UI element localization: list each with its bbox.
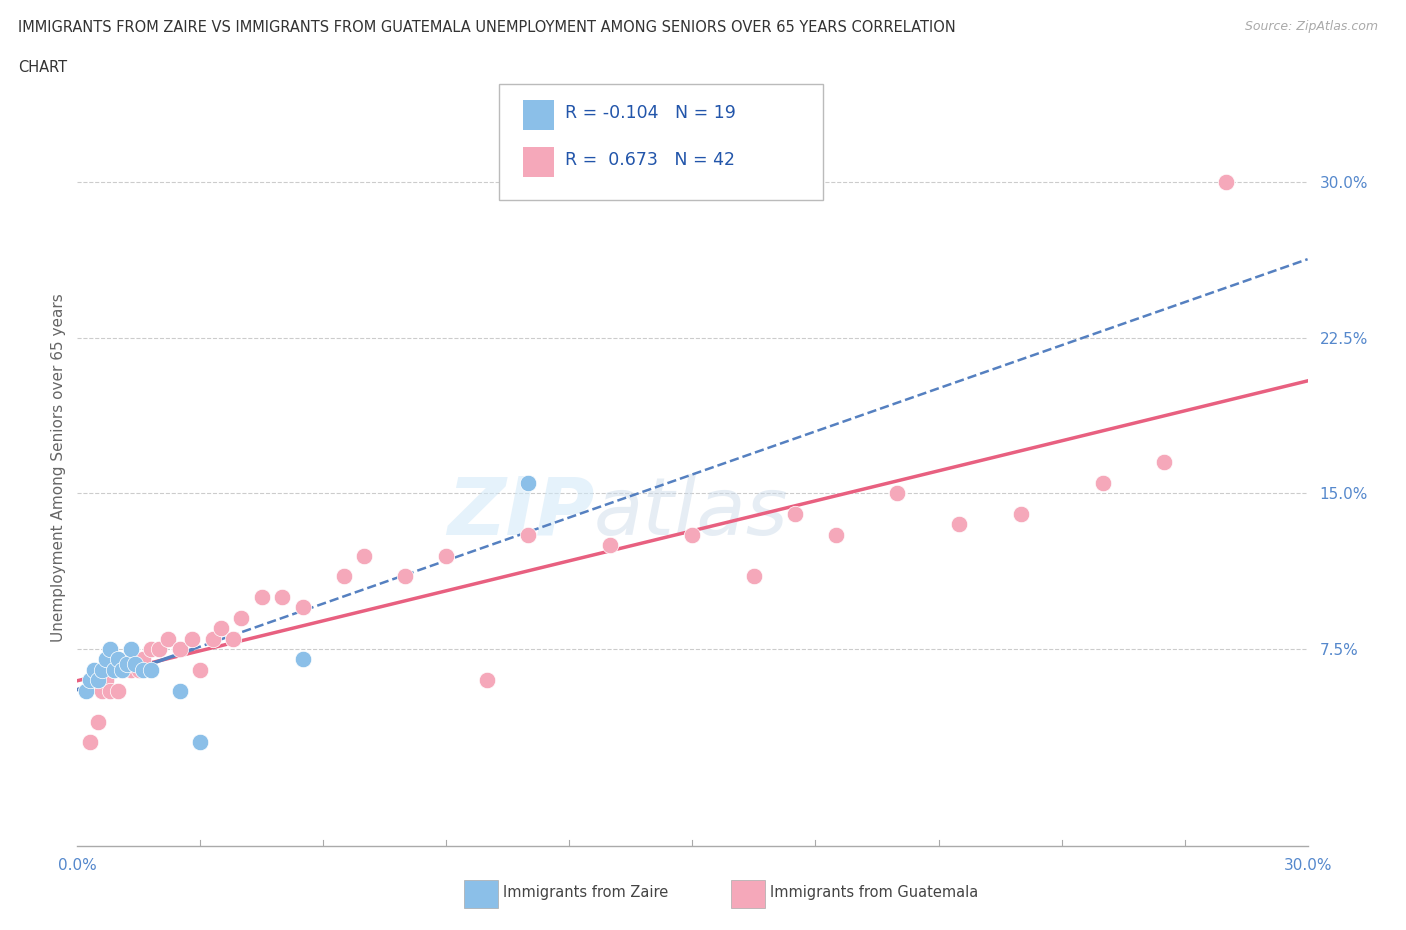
Point: [79, 735, 101, 750]
Point: [87, 714, 110, 729]
Point: [271, 590, 294, 604]
Point: [107, 684, 129, 698]
Point: [94, 672, 117, 687]
Point: [120, 642, 142, 657]
Point: [517, 527, 540, 542]
Point: [124, 652, 146, 667]
Point: [1010, 507, 1032, 522]
Point: [169, 684, 191, 698]
Point: [1215, 174, 1237, 189]
Point: [107, 652, 129, 667]
Point: [333, 569, 356, 584]
Point: [436, 548, 458, 563]
Text: R =  0.673   N = 42: R = 0.673 N = 42: [565, 151, 735, 169]
Point: [111, 662, 134, 677]
Point: [353, 548, 375, 563]
Text: Immigrants from Zaire: Immigrants from Zaire: [503, 885, 669, 900]
Point: [141, 642, 163, 657]
Point: [599, 538, 621, 552]
Point: [90, 684, 114, 698]
Point: [132, 652, 155, 667]
Point: [477, 672, 499, 687]
Point: [948, 517, 970, 532]
Point: [188, 662, 212, 677]
Point: [250, 590, 273, 604]
Point: [1091, 475, 1114, 490]
Text: ZIP: ZIP: [447, 473, 595, 551]
Point: [79, 672, 101, 687]
Text: IMMIGRANTS FROM ZAIRE VS IMMIGRANTS FROM GUATEMALA UNEMPLOYMENT AMONG SENIORS OV: IMMIGRANTS FROM ZAIRE VS IMMIGRANTS FROM…: [18, 20, 956, 35]
Point: [231, 610, 253, 625]
Point: [98, 642, 121, 657]
Point: [75, 684, 97, 698]
Point: [120, 662, 142, 677]
Text: atlas: atlas: [595, 473, 789, 551]
Point: [825, 527, 848, 542]
Point: [394, 569, 416, 584]
Point: [128, 662, 150, 677]
Point: [682, 527, 704, 542]
Point: [169, 642, 191, 657]
Point: [156, 631, 179, 646]
Point: [783, 507, 806, 522]
Point: [201, 631, 224, 646]
Point: [291, 600, 314, 615]
Point: [83, 662, 105, 677]
Point: [87, 672, 110, 687]
Point: [181, 631, 204, 646]
Point: [115, 657, 138, 671]
Point: [98, 684, 121, 698]
Point: [103, 662, 125, 677]
Point: [886, 485, 908, 500]
Text: Source: ZipAtlas.com: Source: ZipAtlas.com: [1244, 20, 1378, 33]
Point: [111, 662, 134, 677]
Point: [742, 569, 765, 584]
Point: [188, 735, 212, 750]
Point: [517, 475, 540, 490]
Point: [291, 652, 314, 667]
Text: CHART: CHART: [18, 60, 67, 74]
Point: [222, 631, 245, 646]
Point: [148, 642, 170, 657]
Text: Immigrants from Guatemala: Immigrants from Guatemala: [770, 885, 979, 900]
Point: [132, 662, 155, 677]
Point: [94, 652, 117, 667]
Y-axis label: Unemployment Among Seniors over 65 years: Unemployment Among Seniors over 65 years: [51, 293, 66, 642]
Point: [103, 662, 125, 677]
Point: [1153, 455, 1175, 470]
Point: [124, 657, 146, 671]
Point: [90, 662, 114, 677]
Text: R = -0.104   N = 19: R = -0.104 N = 19: [565, 104, 737, 123]
Point: [209, 621, 232, 636]
Point: [141, 662, 163, 677]
